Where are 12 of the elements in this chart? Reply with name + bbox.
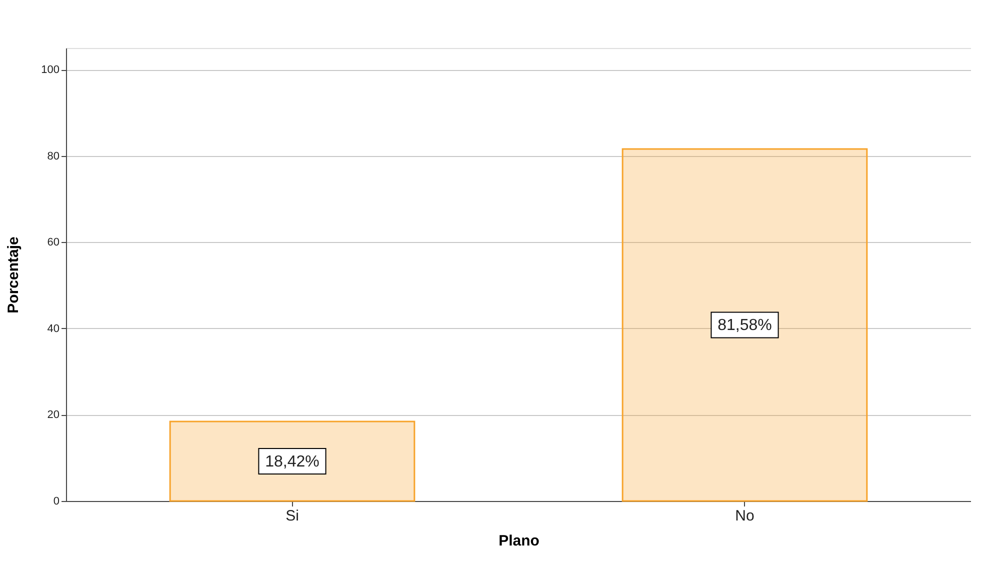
x-tick-label: No	[735, 508, 754, 524]
y-tick-label: 20	[47, 409, 60, 422]
y-tick-label: 40	[47, 322, 60, 335]
y-tick-label: 100	[41, 64, 60, 76]
y-tick-label: 0	[53, 496, 60, 508]
x-tick-label: Si	[286, 508, 299, 524]
data-label: 18,42%	[265, 453, 320, 470]
y-tick-label: 60	[47, 236, 60, 249]
y-axis-title: Porcentaje	[5, 236, 22, 314]
x-axis-title: Plano	[498, 532, 540, 550]
y-tick-label: 80	[47, 150, 60, 162]
data-label: 81,58%	[718, 317, 772, 334]
